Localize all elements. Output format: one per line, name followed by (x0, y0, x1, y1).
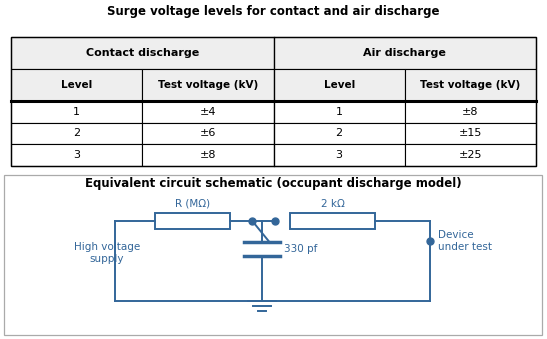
Bar (274, 144, 405, 166)
Bar (405, 101, 536, 123)
Bar (405, 144, 536, 166)
Text: 2 kΩ: 2 kΩ (321, 199, 345, 208)
Text: High voltage
supply: High voltage supply (74, 242, 140, 263)
Text: ±6: ±6 (200, 128, 216, 138)
Text: 2: 2 (73, 128, 80, 138)
Bar (11, 101, 142, 123)
Text: ±4: ±4 (200, 107, 216, 117)
Text: ±25: ±25 (459, 150, 482, 160)
Bar (155, 213, 230, 229)
Text: 330 pf: 330 pf (284, 244, 317, 254)
Bar (274, 37, 536, 69)
Bar (142, 123, 274, 144)
Bar (142, 69, 274, 101)
Text: Surge voltage levels for contact and air discharge: Surge voltage levels for contact and air… (107, 5, 440, 18)
Text: 2: 2 (335, 128, 343, 138)
Text: Device
under test: Device under test (438, 230, 492, 252)
Bar (11, 37, 274, 69)
Text: ±8: ±8 (462, 107, 479, 117)
Bar (274, 101, 405, 123)
Bar (290, 213, 375, 229)
Bar (11, 123, 142, 144)
Bar (142, 101, 274, 123)
Text: Equivalent circuit schematic (occupant discharge model): Equivalent circuit schematic (occupant d… (85, 177, 461, 190)
Text: Test voltage (kV): Test voltage (kV) (420, 80, 521, 90)
Text: 3: 3 (73, 150, 80, 160)
Text: R (MΩ): R (MΩ) (175, 199, 210, 208)
Bar (274, 123, 405, 144)
Text: Level: Level (61, 80, 92, 90)
Text: Test voltage (kV): Test voltage (kV) (158, 80, 258, 90)
Bar (405, 69, 536, 101)
Text: ±15: ±15 (459, 128, 482, 138)
Bar (11, 144, 142, 166)
Text: Air discharge: Air discharge (363, 48, 446, 58)
Text: Level: Level (323, 80, 355, 90)
Bar (11, 69, 142, 101)
Text: ±8: ±8 (200, 150, 216, 160)
Bar (274, 69, 405, 101)
Text: Contact discharge: Contact discharge (85, 48, 199, 58)
Text: 1: 1 (336, 107, 342, 117)
Text: 1: 1 (73, 107, 80, 117)
Bar (11, 37, 536, 166)
Bar (405, 123, 536, 144)
Text: 3: 3 (336, 150, 342, 160)
Bar (142, 144, 274, 166)
